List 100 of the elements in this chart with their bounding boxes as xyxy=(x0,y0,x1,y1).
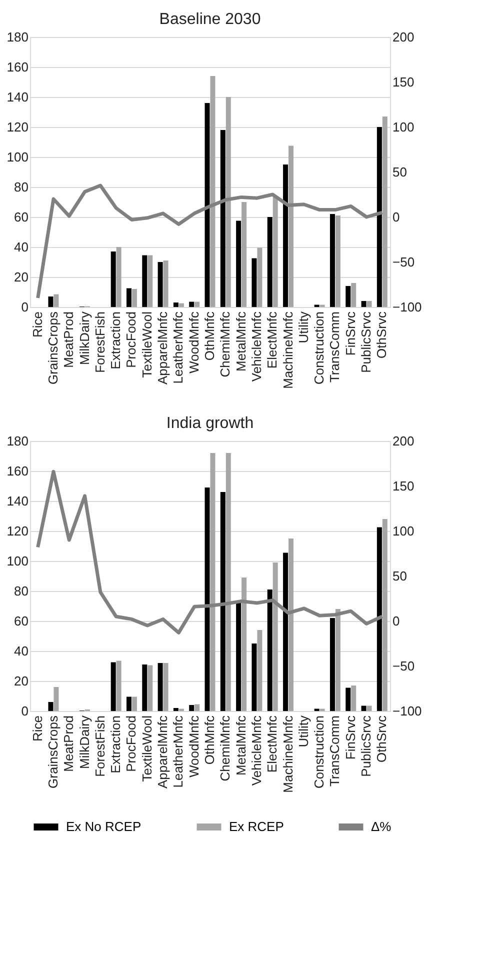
x-tick-label: LeatherMnfc xyxy=(170,311,186,384)
bar xyxy=(272,562,278,711)
bar xyxy=(351,686,356,711)
bar xyxy=(110,252,116,307)
bar xyxy=(126,288,132,307)
y2-tick-label: −100 xyxy=(392,704,422,718)
bar xyxy=(236,603,242,711)
bar xyxy=(252,644,257,711)
y2-tick-label: 0 xyxy=(392,210,400,224)
y2-tick-label: 50 xyxy=(392,568,407,584)
x-tick-label: TextileWool xyxy=(139,311,154,378)
y-tick-label: 180 xyxy=(6,30,28,44)
bar xyxy=(178,303,184,307)
bar xyxy=(346,688,351,711)
x-tick-label: FinSrvc xyxy=(342,311,358,356)
legend-label: Ex No RCEP xyxy=(66,819,142,834)
x-tick-label: TextileWool xyxy=(139,715,154,782)
chart-title: Baseline 2030 xyxy=(159,11,261,28)
bar xyxy=(163,260,168,307)
bar xyxy=(288,538,294,711)
bar xyxy=(257,248,262,307)
y2-tick-label: 50 xyxy=(392,164,407,180)
bar xyxy=(54,687,59,711)
bar xyxy=(283,552,288,711)
y2-tick-label: 100 xyxy=(392,524,414,538)
x-tick-label: GrainsCrops xyxy=(45,311,60,384)
x-tick-label: FinSrvc xyxy=(342,715,358,760)
y-tick-label: 160 xyxy=(6,464,28,478)
x-tick-label: PublicSrvc xyxy=(358,715,374,777)
y-tick-label: 40 xyxy=(14,240,28,254)
x-tick-label: MeatProd xyxy=(61,716,76,772)
y-tick-label: 120 xyxy=(6,120,28,134)
bar xyxy=(267,217,272,307)
bar xyxy=(272,196,278,307)
x-tick-label: ApparelMnfc xyxy=(155,715,170,788)
bar xyxy=(220,492,226,711)
bar xyxy=(366,301,372,307)
x-tick-label: Rice xyxy=(30,312,45,338)
x-tick-label: Utility xyxy=(296,715,311,748)
bar xyxy=(116,660,122,711)
y-tick-label: 60 xyxy=(14,210,28,224)
bar xyxy=(132,696,137,711)
x-tick-label: Construction xyxy=(312,716,327,788)
bar xyxy=(173,302,178,307)
x-tick-label: ApparelMnfc xyxy=(155,311,170,384)
bar xyxy=(110,662,116,711)
x-tick-label: LeatherMnfc xyxy=(170,715,186,788)
bar xyxy=(257,630,262,711)
bar xyxy=(54,294,59,307)
bar xyxy=(148,665,153,711)
bar xyxy=(242,202,247,307)
x-tick-label: MilkDairy xyxy=(76,311,92,365)
bar xyxy=(376,527,382,711)
x-tick-label: MachineMnfc xyxy=(280,715,296,793)
bar xyxy=(148,255,153,307)
bar xyxy=(116,247,122,307)
y-tick-label: 80 xyxy=(14,584,28,598)
bar xyxy=(346,286,351,307)
line-series xyxy=(36,470,384,634)
x-tick-label: Extraction xyxy=(108,312,124,370)
bar xyxy=(236,220,242,307)
x-tick-label: GrainsCrops xyxy=(45,715,60,788)
x-tick-label: Utility xyxy=(296,311,311,344)
bar xyxy=(382,116,388,307)
x-tick-label: OthSrvc xyxy=(374,715,390,762)
bar xyxy=(335,216,340,307)
bar xyxy=(132,289,137,307)
bar xyxy=(142,255,148,307)
x-tick-label: MetalMnfc xyxy=(233,715,248,776)
chart-title: India growth xyxy=(166,415,254,432)
bar xyxy=(48,702,54,711)
bar xyxy=(361,706,366,711)
x-tick-label: Extraction xyxy=(108,716,124,774)
y-tick-label: 20 xyxy=(14,674,28,688)
x-tick-label: Construction xyxy=(312,312,327,384)
x-tick-label: TransComm xyxy=(327,716,342,787)
bar xyxy=(330,214,335,307)
bar xyxy=(226,453,231,711)
x-tick-label: OthSrvc xyxy=(374,311,390,358)
y-tick-label: 100 xyxy=(6,554,28,568)
x-tick-label: ElectMnfc xyxy=(264,311,280,369)
bar xyxy=(351,283,356,307)
y-tick-label: 80 xyxy=(14,180,28,194)
x-tick-label: ProcFood xyxy=(124,716,139,772)
y-tick-label: 20 xyxy=(14,270,28,284)
bar xyxy=(158,663,163,711)
bar xyxy=(210,76,216,307)
bar xyxy=(163,663,168,711)
bar xyxy=(189,705,194,711)
y2-tick-label: 200 xyxy=(392,434,414,448)
y-tick-label: 40 xyxy=(14,644,28,658)
bar xyxy=(158,262,163,307)
y-tick-label: 140 xyxy=(6,494,28,508)
bar xyxy=(194,704,200,711)
y-tick-label: 60 xyxy=(14,614,28,628)
bar xyxy=(252,258,257,307)
bar xyxy=(173,708,178,711)
y-tick-label: 120 xyxy=(6,524,28,538)
y-tick-label: 180 xyxy=(6,434,28,448)
x-tick-label: VehicleMnfc xyxy=(248,311,264,382)
